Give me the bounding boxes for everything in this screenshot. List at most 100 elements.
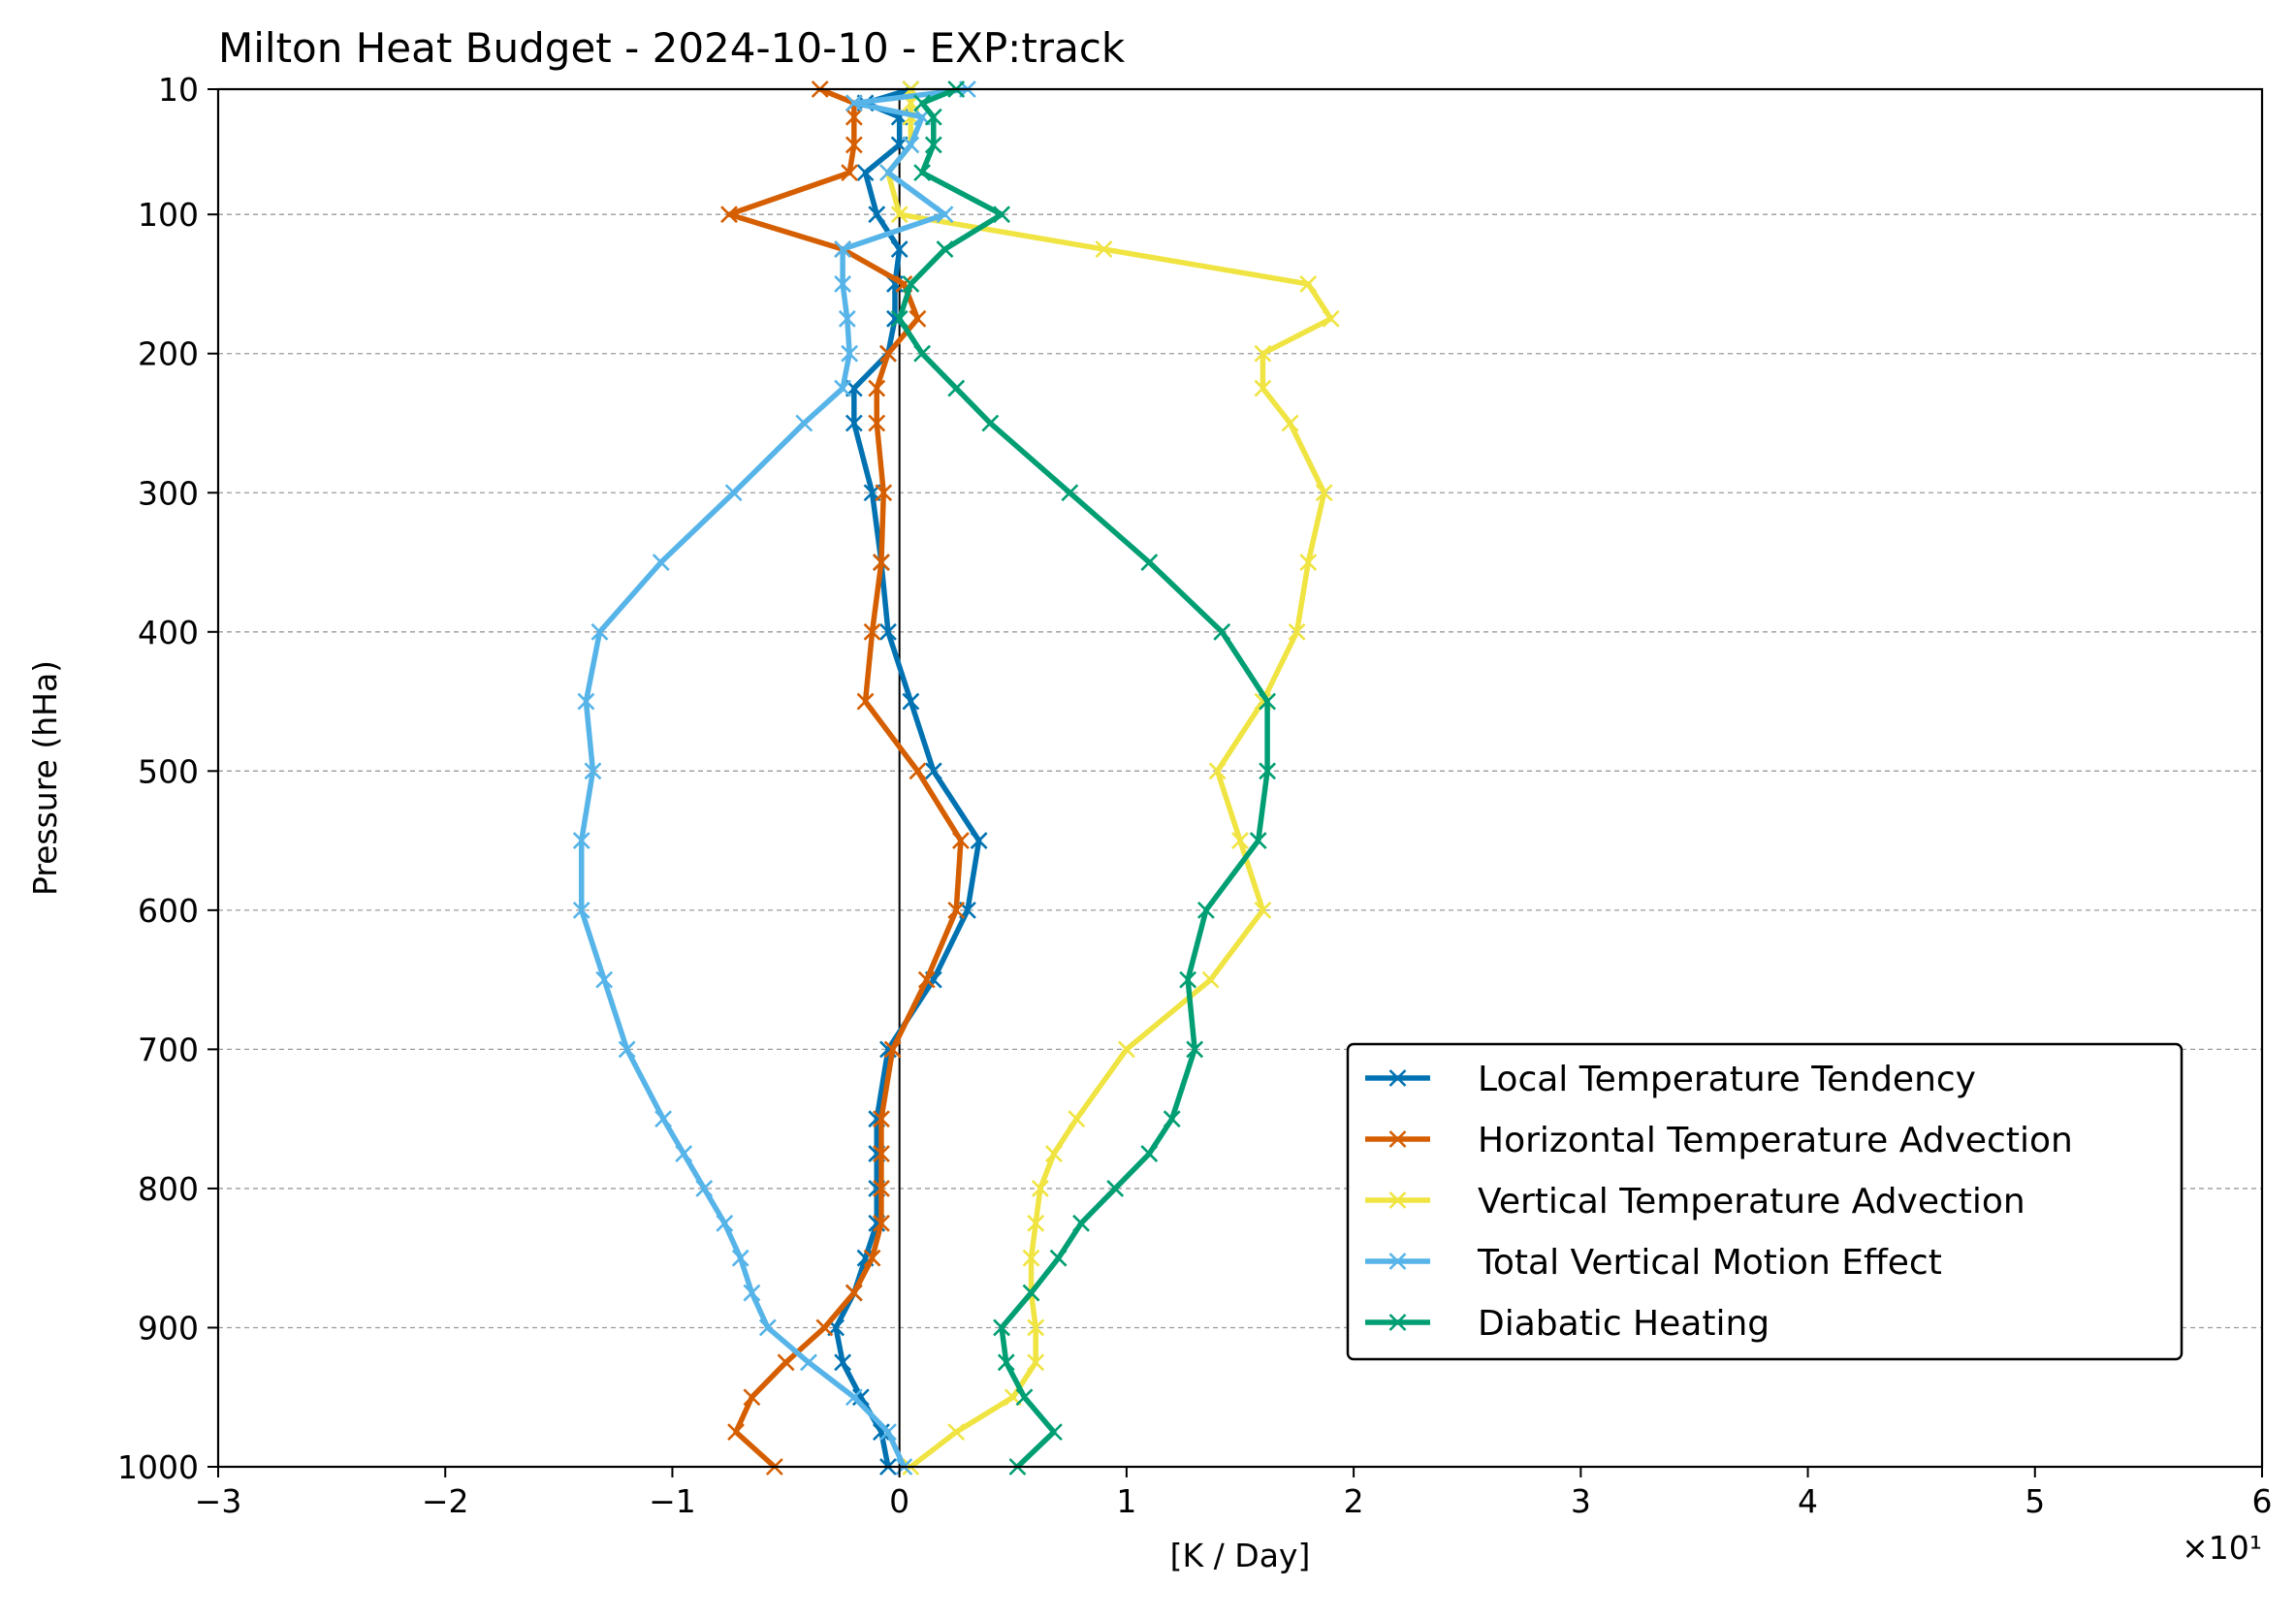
data-point <box>720 206 738 224</box>
data-point <box>584 762 602 780</box>
data-point <box>1022 1284 1040 1302</box>
legend-swatch-marker <box>1388 1191 1407 1209</box>
series-total-vertical-motion-effect <box>572 80 976 1476</box>
data-point <box>572 832 590 850</box>
data-point <box>1015 1388 1034 1407</box>
data-point <box>743 1284 761 1302</box>
legend-swatch-marker <box>1388 1069 1407 1087</box>
data-point <box>845 108 863 126</box>
legend-swatch-marker <box>1388 1314 1407 1331</box>
data-point <box>890 309 909 328</box>
data-point <box>572 901 590 919</box>
data-point <box>743 1388 761 1407</box>
data-point <box>873 1110 890 1128</box>
data-point <box>947 379 966 397</box>
data-point <box>795 414 813 432</box>
data-point <box>997 1353 1015 1372</box>
data-point <box>1106 1180 1125 1197</box>
data-point <box>1231 832 1249 850</box>
data-point <box>924 762 942 780</box>
x-tick-label: 3 <box>1571 1482 1591 1520</box>
data-point <box>1254 901 1272 919</box>
data-point <box>879 164 897 182</box>
x-tick-label: −1 <box>649 1482 696 1520</box>
data-point <box>936 206 954 224</box>
data-point <box>834 275 852 293</box>
data-point <box>1027 1214 1045 1232</box>
data-point <box>1322 309 1340 328</box>
data-point <box>883 1040 902 1059</box>
data-point <box>1259 692 1277 711</box>
y-tick-label: 300 <box>138 474 199 512</box>
data-point <box>890 206 909 224</box>
data-point <box>838 309 856 328</box>
data-point <box>868 414 886 432</box>
data-point <box>1213 622 1231 641</box>
data-point <box>1061 484 1079 502</box>
y-tick-label: 500 <box>138 752 199 790</box>
data-point <box>873 1145 890 1162</box>
x-tick-label: −3 <box>195 1482 242 1520</box>
y-tick-label: 600 <box>138 892 199 930</box>
data-point <box>618 1040 636 1059</box>
data-point <box>777 1353 795 1372</box>
legend-label: Local Temperature Tendency <box>1478 1060 1976 1099</box>
data-point <box>890 240 909 258</box>
series-layer <box>572 80 1340 1476</box>
data-point <box>909 762 927 780</box>
data-point <box>1196 901 1215 919</box>
data-point <box>1254 379 1272 397</box>
data-point <box>841 164 859 182</box>
data-point <box>815 1318 834 1337</box>
data-point <box>652 554 670 571</box>
y-axis-label: Pressure (hHa) <box>26 660 64 896</box>
data-point <box>917 970 936 989</box>
data-point <box>873 554 890 571</box>
data-point <box>856 692 875 711</box>
legend-swatch-marker <box>1388 1130 1407 1148</box>
data-point <box>863 622 881 641</box>
data-point <box>845 94 863 112</box>
data-point <box>993 206 1010 224</box>
data-point <box>1049 1249 1068 1267</box>
legend-label: Total Vertical Motion Effect <box>1477 1243 1942 1283</box>
series-line <box>726 86 964 1470</box>
y-tick-label: 10 <box>158 71 199 109</box>
data-point <box>1068 1110 1086 1128</box>
data-point <box>724 484 743 502</box>
data-point <box>1254 344 1272 363</box>
y-tick-label: 1000 <box>117 1448 199 1486</box>
data-point <box>902 275 920 293</box>
data-point <box>947 1423 966 1442</box>
data-point <box>841 344 859 363</box>
x-tick-label: 4 <box>1798 1482 1818 1520</box>
data-point <box>868 206 886 224</box>
data-point <box>1140 554 1159 571</box>
data-point <box>731 1249 749 1267</box>
y-tick-label: 800 <box>138 1170 199 1208</box>
data-point <box>845 414 863 432</box>
data-point <box>1299 554 1318 571</box>
x-tick-label: −2 <box>422 1482 469 1520</box>
x-tick-label: 0 <box>889 1482 909 1520</box>
data-point <box>675 1145 693 1162</box>
legend: Local Temperature Tendency Horizontal Tem… <box>1346 1042 2184 1361</box>
chart-title: Milton Heat Budget - 2024-10-10 - EXP:tr… <box>218 24 1126 72</box>
data-point <box>873 1214 890 1232</box>
data-point <box>924 136 942 154</box>
x-tick-label: 2 <box>1344 1482 1364 1520</box>
legend-swatch-marker <box>1388 1253 1407 1270</box>
data-point <box>695 1180 714 1197</box>
data-point <box>1259 762 1277 780</box>
data-point <box>1045 1145 1063 1162</box>
data-point <box>845 1388 863 1407</box>
data-point <box>1140 1145 1159 1162</box>
data-point <box>834 379 852 397</box>
data-point <box>845 1284 863 1302</box>
legend-label: Diabatic Heating <box>1478 1304 1770 1344</box>
data-point <box>913 94 932 112</box>
series-horizontal-temperature-advection <box>720 80 970 1476</box>
x-tick-label: 5 <box>2025 1482 2045 1520</box>
data-point <box>913 164 932 182</box>
